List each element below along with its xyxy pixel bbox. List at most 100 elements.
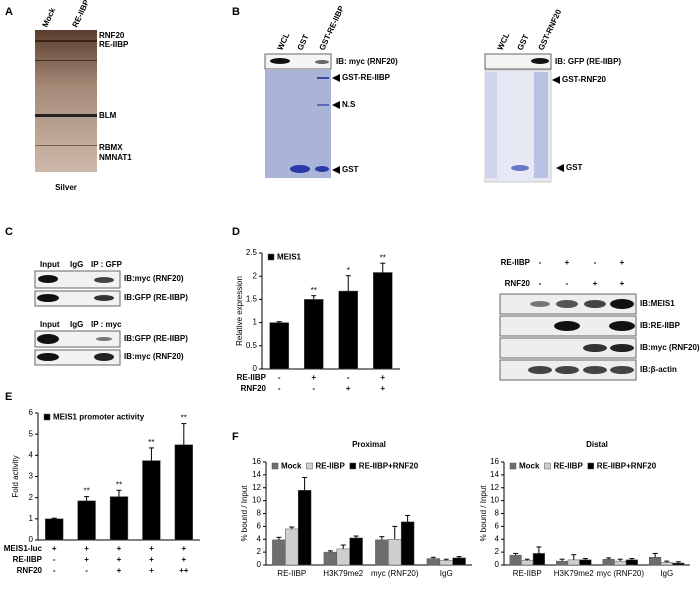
bar — [532, 553, 545, 566]
blot-strip — [34, 270, 121, 289]
significance-label: ** — [181, 414, 187, 423]
condition-mark: + — [117, 555, 122, 564]
gel-band — [317, 77, 329, 79]
arrow — [332, 101, 340, 109]
x-tick-label: myc (RNF20) — [371, 569, 419, 578]
condition-mark: + — [620, 258, 625, 267]
lane-label: Mock — [41, 6, 58, 29]
legend-label: RE-IIBP — [553, 462, 583, 471]
bar — [45, 518, 64, 541]
condition-mark: + — [84, 555, 89, 564]
blot-strip — [484, 53, 552, 70]
condition-mark: - — [566, 279, 569, 288]
y-tick-label: 10 — [490, 496, 499, 505]
y-tick-label: 2 — [495, 547, 500, 556]
condition-mark: + — [117, 544, 122, 553]
chart-title: Proximal — [352, 440, 386, 449]
band-label: NMNAT1 — [99, 153, 132, 162]
bar — [452, 557, 466, 566]
blot-band — [94, 353, 114, 361]
bar — [400, 521, 415, 566]
legend-swatch — [544, 462, 551, 470]
panel-letter: F — [232, 431, 239, 443]
condition-mark: + — [149, 566, 154, 575]
y-tick-label: 8 — [257, 509, 262, 518]
blot-band — [556, 300, 578, 308]
legend-swatch — [267, 253, 275, 261]
y-tick-label: 4 — [257, 534, 262, 543]
condition-label: RNF20 — [241, 384, 267, 393]
blot-band — [96, 337, 112, 341]
y-tick-label: 0 — [257, 560, 262, 569]
legend-swatch — [509, 462, 517, 470]
panel-letter: E — [5, 391, 12, 403]
panel-c: Input IgG IP : GFP IB:myc (RNF20) IB:GFP… — [34, 260, 188, 366]
blot-label: IB:myc (RNF20) — [640, 343, 700, 352]
condition-mark: + — [593, 279, 598, 288]
lane-label: IP : GFP — [91, 260, 123, 269]
condition-mark: + — [346, 384, 351, 393]
bar — [521, 560, 534, 566]
blot-label: IB:MEIS1 — [640, 299, 675, 308]
bar — [349, 537, 363, 566]
y-tick-label: 12 — [490, 483, 499, 492]
gel-band — [35, 60, 97, 61]
bar — [614, 560, 627, 566]
bar — [174, 444, 193, 541]
condition-mark: - — [278, 384, 281, 393]
blot-band — [94, 295, 114, 301]
significance-label: ** — [83, 487, 89, 496]
bar — [373, 272, 393, 370]
lane-label: IgG — [70, 260, 83, 269]
arrow — [552, 76, 560, 84]
blot-band — [583, 366, 607, 374]
blot-label: IB: myc (RNF20) — [336, 57, 398, 66]
gel-band — [511, 165, 529, 171]
bar — [304, 299, 324, 370]
y-tick-label: 2 — [257, 547, 262, 556]
x-tick-label: RE-IIBP — [277, 569, 306, 578]
band-label: N.S — [342, 100, 356, 109]
blot-label: IB:GFP (RE-IIBP) — [124, 334, 188, 343]
x-tick-label: H3K79me2 — [323, 569, 364, 578]
lane-label: RE-IIBP — [71, 0, 92, 29]
blot-label: IB:RE-IIBP — [640, 321, 681, 330]
condition-mark: + — [181, 544, 186, 553]
y-tick-label: 4 — [29, 450, 34, 459]
y-tick-label: 6 — [257, 521, 262, 530]
panel-letter: B — [232, 6, 240, 18]
condition-mark: - — [594, 258, 597, 267]
condition-mark: - — [53, 555, 56, 564]
blot-band — [270, 58, 290, 64]
condition-mark: + — [149, 544, 154, 553]
bar — [672, 562, 685, 566]
y-tick-label: 8 — [495, 509, 500, 518]
bar — [338, 290, 358, 370]
lane-label: WCL — [276, 31, 292, 51]
y-axis-label: % bound / Input — [240, 485, 249, 542]
y-axis-label: % bound / Input — [479, 485, 488, 542]
bar — [509, 555, 522, 566]
condition-mark: - — [312, 384, 315, 393]
condition-mark: + — [181, 555, 186, 564]
bar — [660, 562, 673, 566]
blot-band — [610, 366, 634, 374]
legend-label: RE-IIBP+RNF20 — [359, 462, 419, 471]
legend-swatch — [43, 413, 51, 421]
bar — [323, 551, 338, 566]
blot-label: IB:GFP (RE-IIBP) — [124, 293, 188, 302]
lane-label: WCL — [496, 31, 512, 51]
blot-band — [37, 294, 59, 302]
y-tick-label: 5 — [29, 429, 34, 438]
blot-band — [530, 301, 550, 307]
y-tick-label: 2 — [29, 493, 34, 502]
condition-label: RE-IIBP — [13, 555, 43, 564]
blot-label: IB: GFP (RE-IIBP) — [555, 57, 621, 66]
blot-band — [609, 321, 635, 331]
bar — [269, 322, 289, 370]
band-label: GST-RE-IIBP — [342, 73, 391, 82]
bar — [426, 558, 441, 566]
x-tick-label: IgG — [440, 569, 453, 578]
blot-band — [531, 58, 549, 64]
legend-label: Mock — [519, 462, 540, 471]
